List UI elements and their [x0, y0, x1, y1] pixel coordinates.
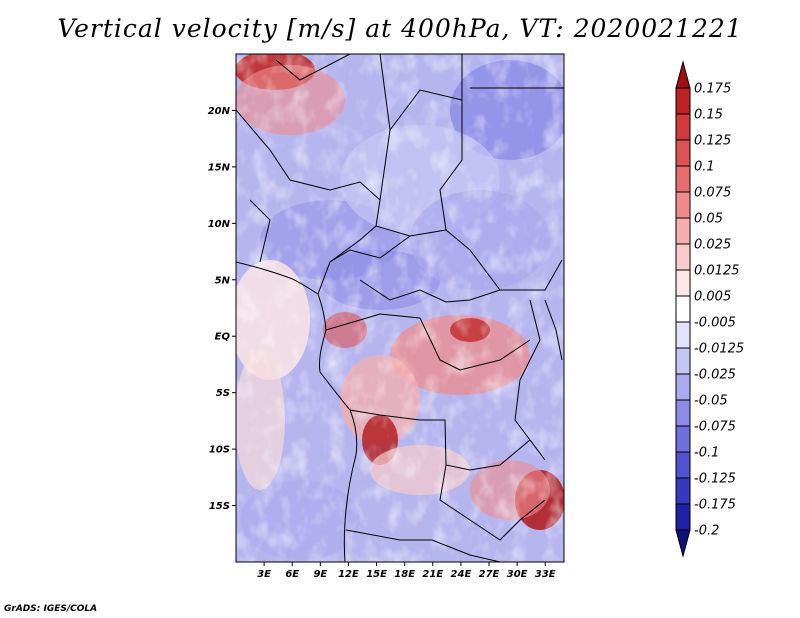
colorbar-segment	[675, 451, 691, 479]
colorbar-bottom-arrow	[675, 529, 691, 558]
country-borders	[236, 54, 564, 562]
colorbar-segment	[675, 399, 691, 427]
lat-tick-label: 5S	[216, 388, 230, 399]
lon-tick-label: 9E	[313, 569, 327, 580]
colorbar-segment	[675, 87, 691, 115]
colorbar-label: 0.15	[694, 108, 723, 123]
map-frame	[235, 53, 565, 563]
colorbar-segment	[675, 243, 691, 271]
lat-tick-label: 15N	[208, 162, 231, 173]
colorbar-label: 0.05	[694, 212, 723, 227]
longitude-axis: 3E 6E 9E 12E 15E 18E 21E 24E 27E 30E 33E	[257, 562, 556, 580]
colorbar-segment	[675, 425, 691, 453]
latitude-axis: 20N 15N 10N 5N EQ 5S 10S 15S	[208, 106, 236, 512]
colorbar-label: 0.1	[694, 160, 715, 175]
colorbar-label: 0.125	[694, 134, 731, 149]
colorbar-label: 0.025	[694, 238, 731, 253]
lon-tick-label: 18E	[394, 569, 415, 580]
colorbar-segment	[675, 269, 691, 297]
colorbar-label: 0.005	[694, 290, 731, 305]
colorbar-label: -0.025	[694, 368, 736, 383]
colorbar-label: -0.05	[694, 394, 728, 409]
colorbar-segment	[675, 295, 691, 323]
lon-tick-label: 15E	[366, 569, 387, 580]
lat-tick-label: 10N	[208, 219, 231, 230]
colorbar-top-arrow	[675, 60, 691, 89]
colorbar-segment	[675, 347, 691, 375]
colorbar-label: -0.175	[694, 498, 736, 513]
colorbar: 0.175 0.15 0.125 0.1 0.075 0.05 0.025 0.0125 0.0…	[675, 60, 744, 558]
colorbar-label: -0.075	[694, 420, 736, 435]
colorbar-label: -0.125	[694, 472, 736, 487]
lon-tick-label: 33E	[535, 569, 556, 580]
colorbar-label: 0.0125	[694, 264, 740, 279]
lat-tick-label: 15S	[209, 501, 230, 512]
vertical-velocity-field	[236, 54, 564, 562]
colorbar-label: 0.075	[694, 186, 731, 201]
colorbar-segment	[675, 139, 691, 167]
lat-tick-label: 5N	[215, 275, 231, 286]
lon-tick-label: 3E	[257, 569, 271, 580]
lon-tick-label: 27E	[479, 569, 500, 580]
lat-tick-label: 10S	[209, 445, 230, 456]
colorbar-label: -0.1	[694, 446, 719, 461]
colorbar-segment	[675, 217, 691, 245]
colorbar-label: 0.175	[694, 82, 731, 97]
lon-tick-label: 30E	[507, 569, 528, 580]
colorbar-segment	[675, 321, 691, 349]
colorbar-label: -0.005	[694, 316, 736, 331]
lon-tick-label: 6E	[285, 569, 299, 580]
grads-credit: GrADS: IGES/COLA	[4, 604, 98, 614]
colorbar-segment	[675, 165, 691, 193]
colorbar-segment	[675, 477, 691, 505]
colorbar-segment	[675, 191, 691, 219]
colorbar-segment	[675, 373, 691, 401]
lon-tick-label: 21E	[422, 569, 443, 580]
lat-tick-label: 20N	[208, 106, 231, 117]
colorbar-label: -0.2	[694, 524, 719, 539]
lon-tick-label: 12E	[338, 569, 359, 580]
map-title: Vertical velocity [m/s] at 400hPa, VT: 2…	[57, 14, 743, 43]
lat-tick-label: EQ	[215, 332, 231, 343]
lon-tick-label: 24E	[451, 569, 472, 580]
colorbar-label: -0.0125	[694, 342, 744, 357]
colorbar-segment	[675, 503, 691, 531]
colorbar-segment	[675, 113, 691, 141]
